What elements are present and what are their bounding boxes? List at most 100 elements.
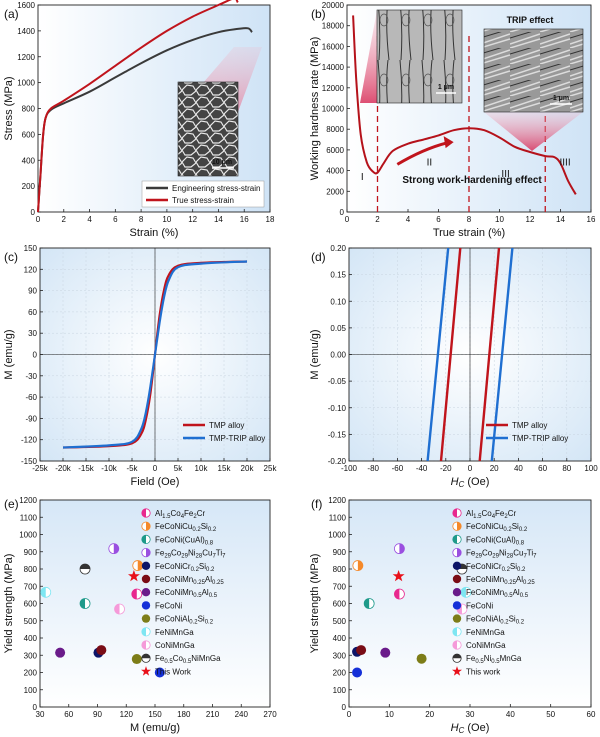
legend-marker-m12 bbox=[141, 653, 151, 663]
data-point-m2 bbox=[132, 560, 144, 571]
x-tick-label: -80 bbox=[367, 464, 379, 473]
y-tick-label: 100 bbox=[333, 686, 347, 695]
y-tick-label: -60 bbox=[25, 393, 37, 402]
x-tick-label: 30 bbox=[36, 710, 45, 719]
y-tick-label: 0.10 bbox=[330, 297, 346, 306]
y-tick-label: 16000 bbox=[322, 42, 345, 51]
stage-label: I bbox=[361, 172, 364, 183]
y-tick-label: 18000 bbox=[322, 22, 345, 31]
legend-entry-label: Fe0.5Ni0.5MnGa bbox=[466, 654, 522, 665]
x-tick-label: -100 bbox=[341, 464, 358, 473]
x-tick-label: 240 bbox=[235, 710, 249, 719]
data-point-m2 bbox=[352, 560, 364, 571]
legend-marker-m4 bbox=[141, 547, 151, 558]
y-tick-label: -0.10 bbox=[328, 404, 347, 413]
inset-micrograph-1 bbox=[376, 9, 463, 104]
x-axis-label: Field (Oe) bbox=[131, 476, 180, 488]
y-tick-label: 800 bbox=[24, 565, 38, 574]
y-tick-label: 600 bbox=[24, 600, 38, 609]
data-point-m7 bbox=[55, 647, 66, 658]
data-point-m4 bbox=[394, 543, 405, 555]
y-tick-label: 0 bbox=[342, 703, 347, 712]
x-tick-label: 40 bbox=[514, 464, 523, 473]
y-tick-label: 1000 bbox=[17, 79, 35, 88]
x-axis-label: HC (Oe) bbox=[451, 722, 490, 735]
x-tick-label: -60 bbox=[392, 464, 404, 473]
x-tick-label: 5k bbox=[174, 464, 183, 473]
y-axis-label: M (emu/g) bbox=[3, 329, 15, 379]
legend-entry-label: FeCoNiCr0.2Si0.2 bbox=[466, 562, 526, 573]
x-tick-label: 60 bbox=[538, 464, 547, 473]
legend-entry-label: FeCoNiAl0.2Si0.2 bbox=[155, 615, 214, 626]
legend-entry-label: FeCoNiMn0.25Al0.25 bbox=[466, 575, 535, 586]
y-tick-label: 700 bbox=[24, 582, 38, 591]
y-tick-label: 600 bbox=[22, 130, 36, 139]
x-tick-label: 0 bbox=[153, 464, 158, 473]
x-tick-label: 60 bbox=[587, 710, 596, 719]
panel-b-work-hardening: 0 2 4 6 8 10 12 14 16 0 2000 4000 6000 8000 10000 12000… bbox=[309, 1, 596, 239]
x-tick-label: 120 bbox=[120, 710, 134, 719]
x-tick-label: 100 bbox=[584, 464, 598, 473]
x-tick-label: 210 bbox=[206, 710, 220, 719]
x-tick-label: 10 bbox=[385, 710, 394, 719]
x-tick-label: 80 bbox=[562, 464, 571, 473]
y-tick-label: -0.20 bbox=[328, 457, 347, 466]
y-tick-label: -0.15 bbox=[328, 430, 347, 439]
y-tick-label: 2000 bbox=[326, 187, 344, 196]
y-tick-label: 400 bbox=[333, 634, 347, 643]
x-tick-label: 0 bbox=[468, 464, 473, 473]
y-tick-label: 1600 bbox=[17, 1, 35, 10]
legend-entry-label: Fe29Co29Ni28Cu7Ti7 bbox=[155, 549, 226, 560]
data-point-m12 bbox=[79, 563, 91, 575]
panel-a-stress-strain: 0 2 4 6 8 10 12 14 16 18 0 200 400 600 800 1000 1200 1400… bbox=[3, 0, 275, 239]
y-tick-label: 12000 bbox=[322, 84, 345, 93]
y-tick-label: 1100 bbox=[329, 513, 347, 522]
x-tick-label: 2 bbox=[375, 215, 380, 224]
legend-entry-label: FeCoNiMn0.5Al0.5 bbox=[466, 588, 529, 599]
legend-marker-m10 bbox=[452, 627, 462, 637]
y-tick-label: 700 bbox=[333, 582, 347, 591]
data-point-m10 bbox=[460, 586, 472, 598]
data-point-m9 bbox=[131, 654, 142, 665]
legend-tmp-trip-label: TMP-TRIP alloy bbox=[209, 434, 265, 443]
y-tick-label: 500 bbox=[24, 617, 38, 626]
legend-entry-label: Al1.5Co4Fe2Cr bbox=[466, 509, 517, 520]
stage-label: IIII bbox=[560, 157, 571, 168]
legend-entry-label: FeNiMnGa bbox=[466, 628, 505, 637]
x-axis-label: HC (Oe) bbox=[451, 476, 490, 489]
x-tick-label: 10k bbox=[195, 464, 209, 473]
y-axis-label: Working hardness rate (MPa) bbox=[309, 37, 321, 180]
x-tick-label: 4 bbox=[406, 215, 411, 224]
data-point-m1 bbox=[131, 588, 143, 600]
legend-marker-m3 bbox=[141, 534, 151, 545]
y-axis-label: M (emu/g) bbox=[309, 329, 321, 379]
data-point-m3 bbox=[79, 598, 91, 609]
legend-entry-label: This Work bbox=[155, 667, 192, 676]
legend-marker-m5 bbox=[141, 561, 151, 570]
series-line-tmp-trip bbox=[426, 247, 450, 462]
y-axis-label: Yield strength (MPa) bbox=[309, 554, 321, 654]
y-tick-label: 800 bbox=[333, 565, 347, 574]
panel-label: (d) bbox=[311, 250, 326, 264]
y-tick-label: 800 bbox=[22, 105, 36, 114]
y-tick-label: 400 bbox=[22, 156, 36, 165]
legend-engineering-label: Engineering stress-strain bbox=[172, 184, 260, 193]
series-line-tmp bbox=[478, 247, 501, 462]
x-tick-label: 180 bbox=[177, 710, 191, 719]
legend-entry-label: FeCoNiCu0.2Si0.2 bbox=[155, 522, 217, 533]
hardening-curve bbox=[352, 15, 577, 195]
y-tick-label: 0 bbox=[33, 703, 38, 712]
legend-entry-label: FeCoNiMn0.25Al0.25 bbox=[155, 575, 224, 586]
x-tick-label: 0 bbox=[345, 215, 350, 224]
inset-scale-label-1: 1 μm bbox=[438, 84, 454, 91]
y-axis-label: Stress (MPa) bbox=[3, 76, 15, 140]
legend-entry-label: CoNiMnGa bbox=[155, 641, 195, 650]
y-tick-label: 900 bbox=[333, 548, 347, 557]
y-tick-label: 0 bbox=[33, 351, 38, 360]
legend-marker-m5 bbox=[452, 561, 462, 570]
x-tick-label: 12 bbox=[526, 215, 535, 224]
y-tick-label: 1400 bbox=[17, 27, 35, 36]
x-tick-label: 20k bbox=[241, 464, 255, 473]
data-point-m10 bbox=[40, 586, 52, 598]
